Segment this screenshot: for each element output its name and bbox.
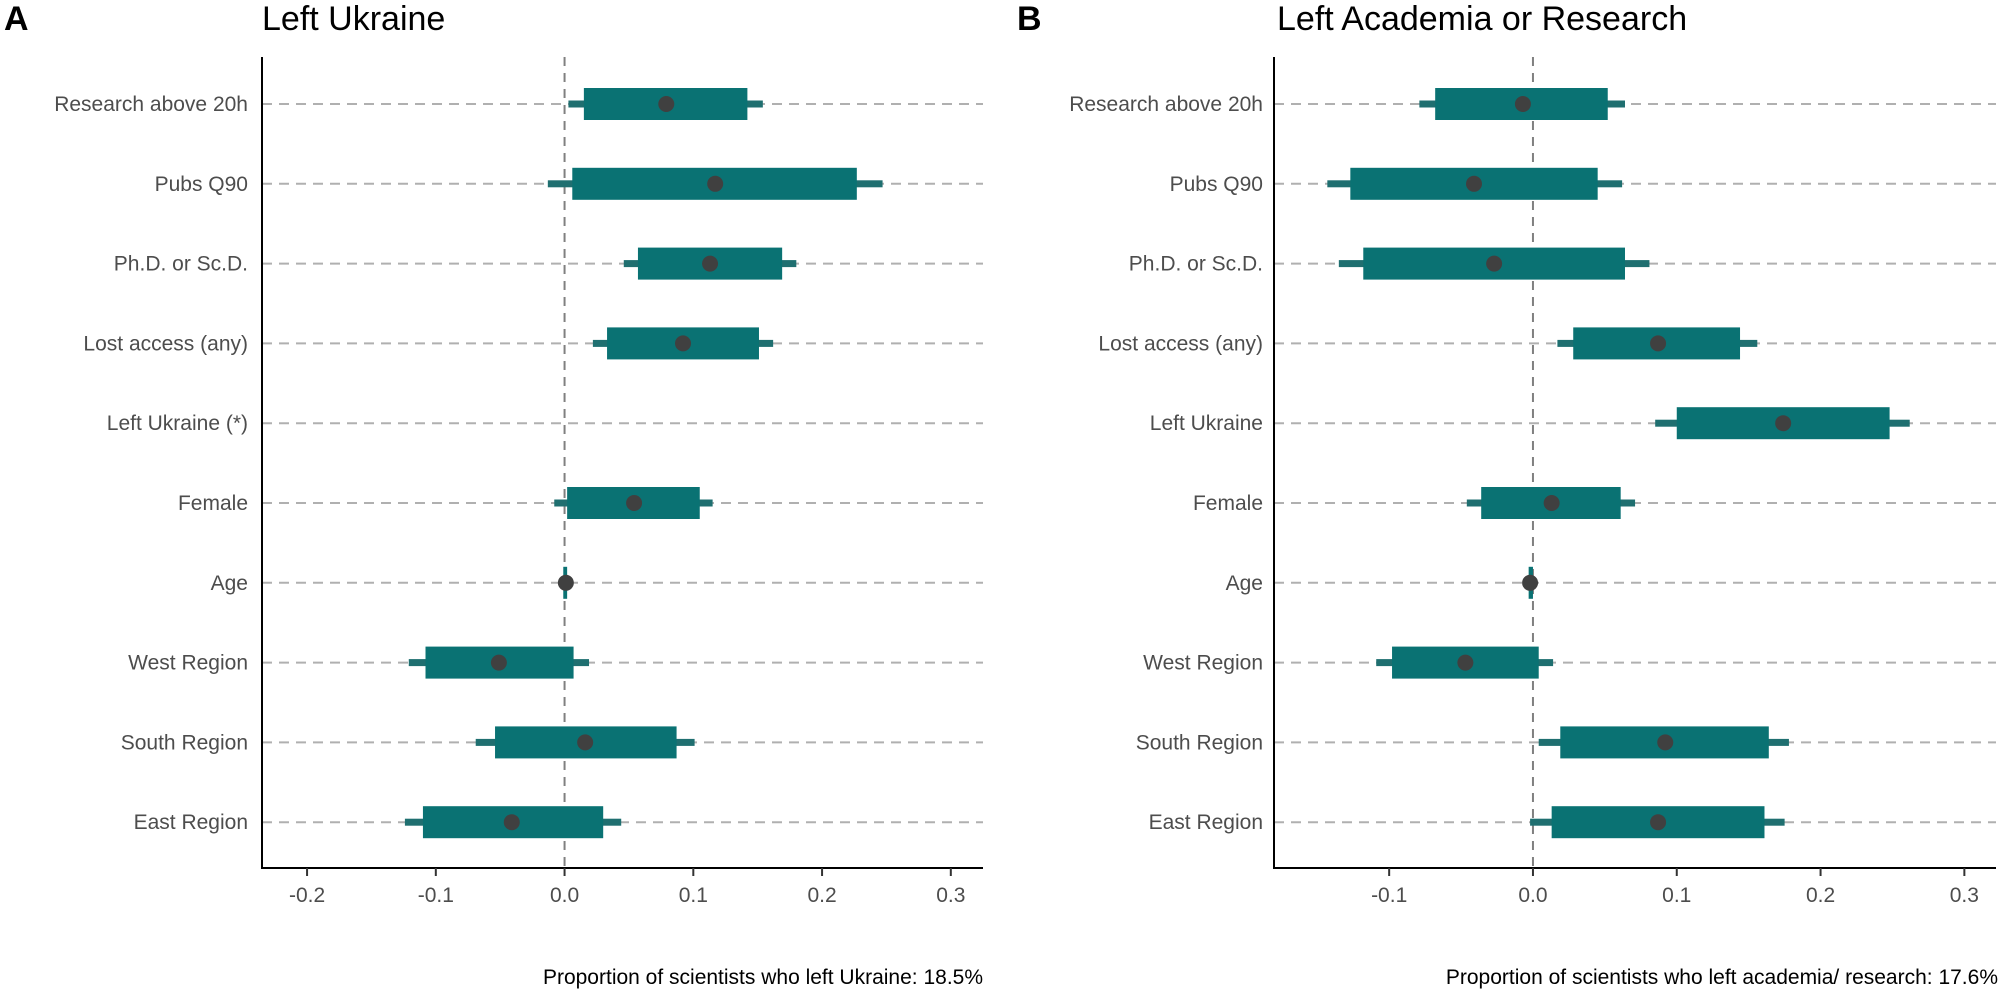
row-label: Research above 20h [1069, 93, 1263, 116]
point-estimate [1514, 96, 1531, 112]
point-estimate [1543, 495, 1560, 511]
point-estimate [626, 495, 643, 511]
point-estimate [1457, 654, 1474, 671]
point-estimate [707, 175, 724, 192]
x-tick-label: -0.1 [418, 884, 454, 907]
point-estimate [1650, 335, 1667, 352]
panel-a-caption: Proportion of scientists who left Ukrain… [543, 966, 983, 989]
panel-a-plot: -0.2 -0.1 0.0 0.1 0.2 0.3 Research above 20h Pu… [54, 57, 983, 907]
row-label: West Region [128, 652, 248, 675]
point-estimate [658, 96, 675, 112]
panel-a-letter: A [4, 0, 29, 38]
x-tick-label: -0.1 [1371, 884, 1407, 907]
row-label: Age [1226, 572, 1263, 595]
point-estimate [503, 814, 520, 831]
row-label: East Region [134, 811, 248, 834]
row-label: Lost access (any) [83, 332, 248, 355]
row-label: Ph.D. or Sc.D. [1129, 253, 1263, 276]
row-label: Female [178, 492, 248, 515]
row-label: South Region [1136, 731, 1263, 754]
row-label: Left Ukraine [1150, 412, 1263, 435]
x-tick-label: 0.1 [1662, 884, 1691, 907]
x-tick-label: 0.2 [807, 884, 836, 907]
point-estimate [1650, 814, 1667, 831]
panel-left-ukraine: A Left Ukraine -0.2 -0.1 0.0 0.1 0.2 0.3 Resea… [4, 0, 983, 989]
point-estimate [1657, 734, 1674, 751]
panel-left-academia: B Left Academia or Research -0.1 0.0 0.1 0.… [1017, 0, 1998, 989]
panel-b-letter: B [1017, 0, 1042, 38]
panel-b-plot: -0.1 0.0 0.1 0.2 0.3 Research above 20h Pubs Q… [1069, 57, 1996, 907]
x-tick-label: 0.0 [550, 884, 579, 907]
point-estimate [1466, 175, 1483, 192]
row-label: South Region [121, 731, 248, 754]
point-estimate [557, 574, 574, 591]
point-estimate [1522, 574, 1539, 591]
panel-a-title: Left Ukraine [262, 0, 445, 38]
point-estimate [577, 734, 594, 751]
row-label: East Region [1149, 811, 1263, 834]
panel-b-title: Left Academia or Research [1277, 0, 1687, 38]
row-label: Lost access (any) [1098, 332, 1263, 355]
row-label: Female [1193, 492, 1263, 515]
row-label: Left Ukraine (*) [107, 412, 248, 435]
x-tick-label: 0.3 [1950, 884, 1979, 907]
x-tick-label: 0.1 [679, 884, 708, 907]
point-estimate [675, 335, 692, 352]
x-tick-label: 0.3 [936, 884, 965, 907]
point-estimate [1775, 415, 1792, 432]
point-estimate [490, 654, 507, 671]
point-estimate [1486, 255, 1503, 272]
row-label: Pubs Q90 [155, 173, 248, 196]
row-label: Age [211, 572, 248, 595]
row-label: West Region [1143, 652, 1263, 675]
row-label: Research above 20h [54, 93, 248, 116]
point-estimate [702, 255, 719, 272]
row-label: Ph.D. or Sc.D. [114, 253, 248, 276]
x-tick-label: -0.2 [289, 884, 325, 907]
x-tick-label: 0.2 [1806, 884, 1835, 907]
panel-b-caption: Proportion of scientists who left academ… [1446, 966, 1998, 989]
row-label: Pubs Q90 [1170, 173, 1263, 196]
x-tick-label: 0.0 [1518, 884, 1547, 907]
